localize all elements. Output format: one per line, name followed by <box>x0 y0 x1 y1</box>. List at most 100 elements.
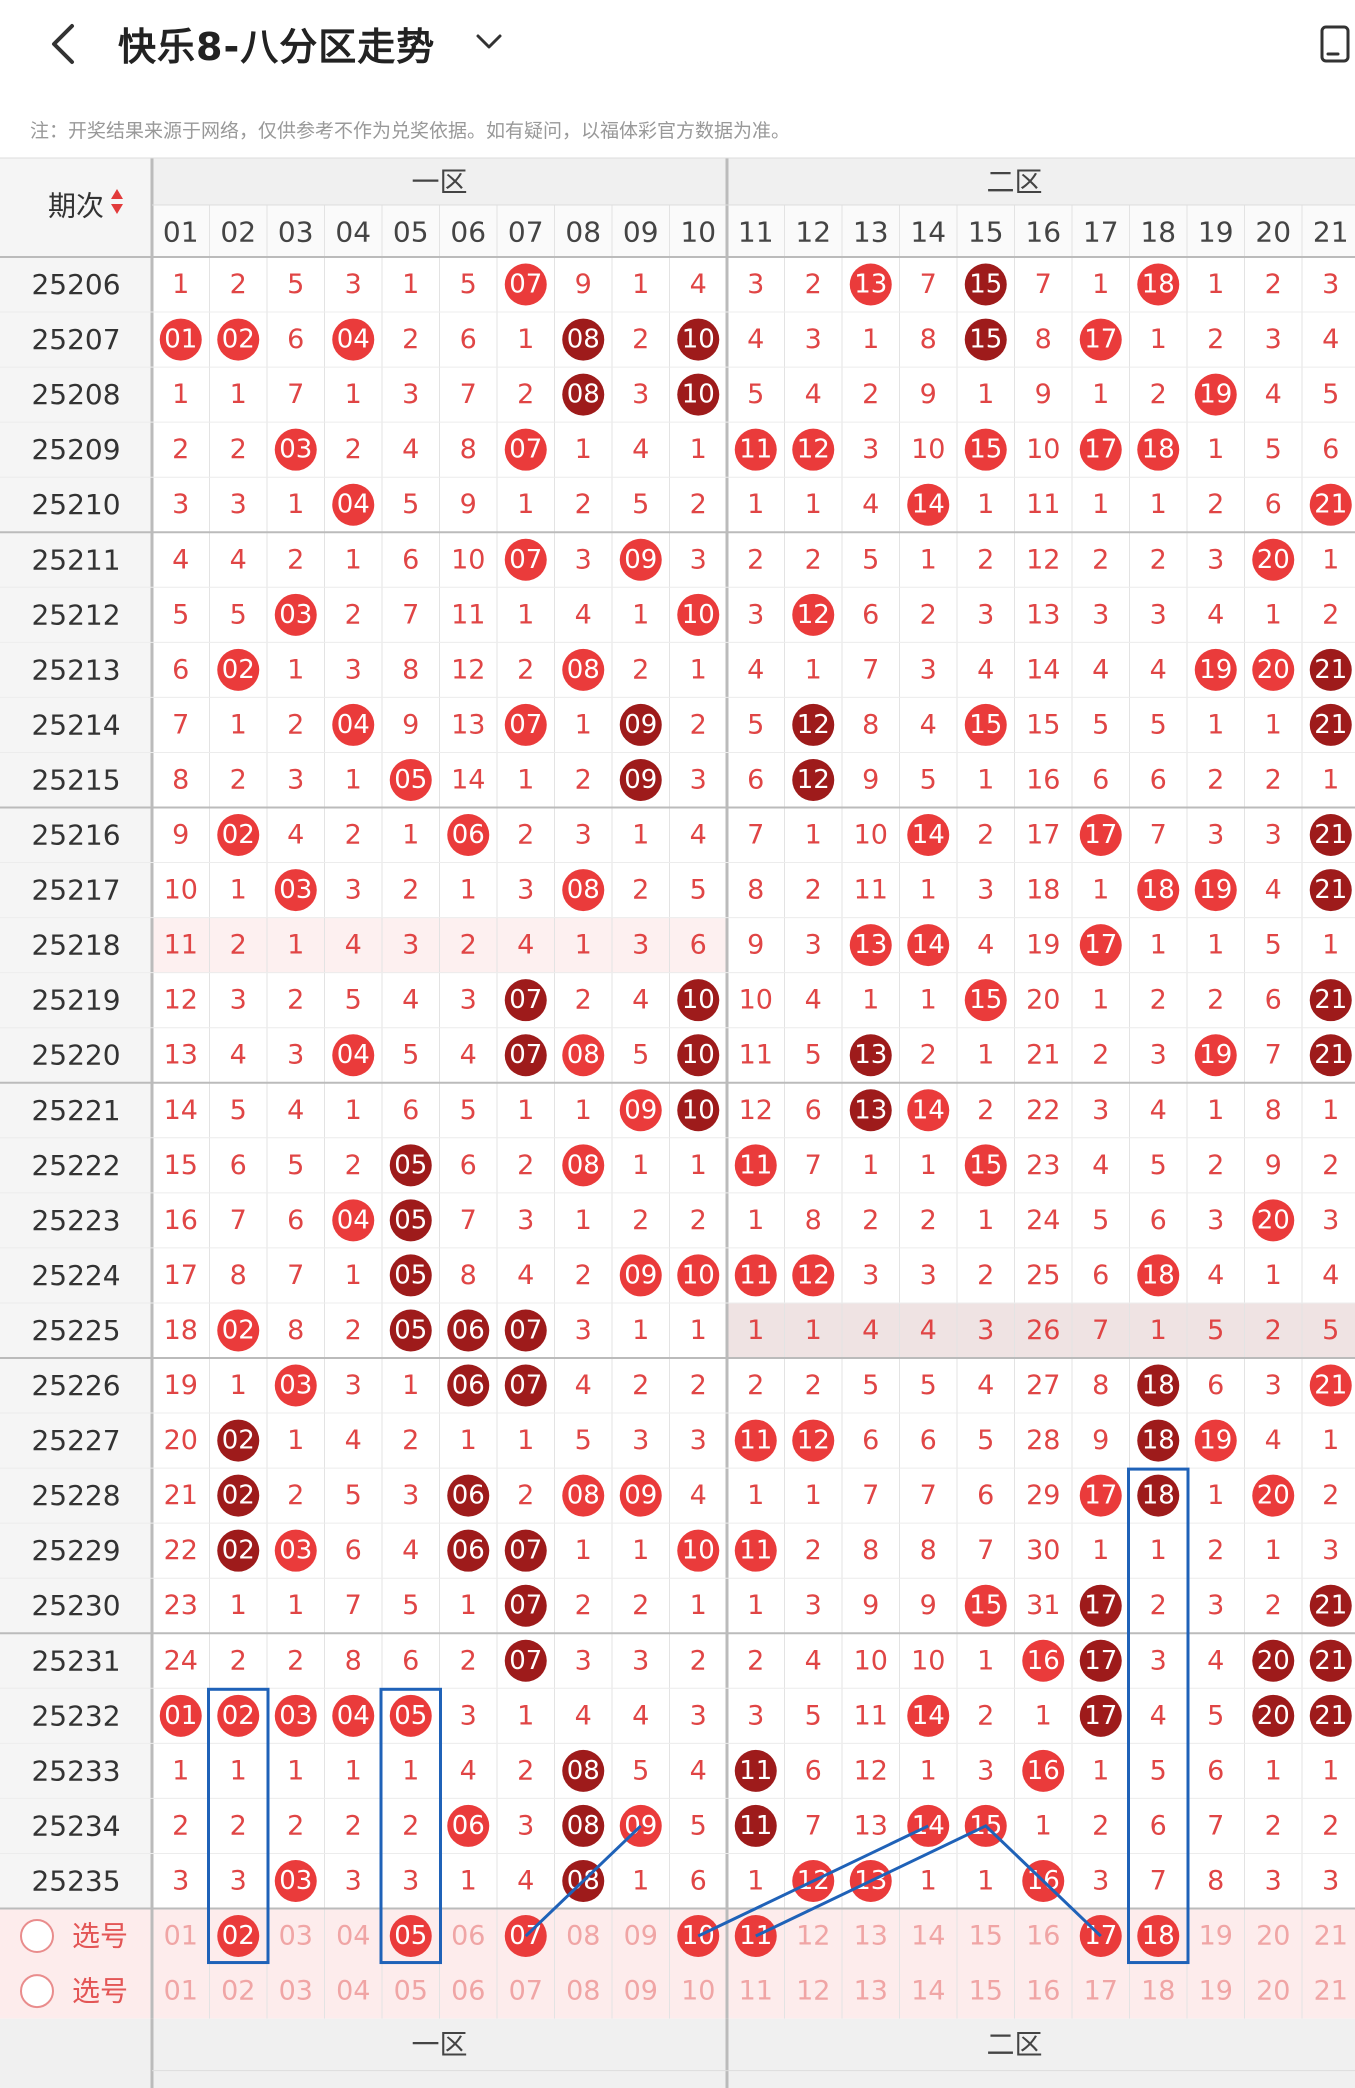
miss-count: 8 <box>402 654 419 685</box>
select-number[interactable]: 18 <box>1141 1976 1175 2007</box>
ball-number: 21 <box>1314 655 1347 685</box>
selected-ball[interactable] <box>217 1915 260 1958</box>
selected-ball[interactable] <box>389 1915 432 1958</box>
select-number[interactable]: 04 <box>336 1921 370 1952</box>
page-title[interactable]: 快乐8-八分区走势 <box>118 25 436 69</box>
miss-count: 9 <box>862 1590 879 1621</box>
miss-count: 8 <box>862 709 879 740</box>
winning-ball <box>447 814 490 857</box>
winning-ball <box>274 1694 317 1737</box>
select-number[interactable]: 21 <box>1314 1976 1348 2007</box>
select-number[interactable]: 14 <box>911 1921 945 1952</box>
miss-count: 7 <box>230 1205 247 1236</box>
miss-count: 1 <box>172 269 189 300</box>
winning-ball <box>447 1529 490 1572</box>
miss-count: 3 <box>862 434 879 465</box>
miss-count: 15 <box>164 1150 198 1181</box>
miss-count: 1 <box>1265 709 1282 740</box>
ball-number: 09 <box>624 1481 657 1511</box>
miss-count: 3 <box>977 599 994 630</box>
winning-ball <box>332 1034 375 1077</box>
miss-count: 2 <box>977 1700 994 1731</box>
phone-rotate-icon[interactable] <box>1318 24 1355 64</box>
miss-count: 2 <box>805 1370 822 1401</box>
select-radio[interactable] <box>20 1974 54 2009</box>
select-number[interactable]: 09 <box>624 1921 658 1952</box>
ball-number: 04 <box>337 490 370 520</box>
select-number[interactable]: 14 <box>911 1976 945 2007</box>
select-number[interactable]: 04 <box>336 1976 370 2007</box>
select-number[interactable]: 06 <box>451 1976 485 2007</box>
select-number[interactable]: 03 <box>279 1976 313 2007</box>
miss-count: 3 <box>1265 324 1282 355</box>
select-number[interactable]: 06 <box>451 1921 485 1952</box>
select-number[interactable]: 08 <box>566 1976 600 2007</box>
chevron-down-icon[interactable] <box>474 30 504 52</box>
select-number[interactable]: 05 <box>394 1976 428 2007</box>
select-number[interactable]: 01 <box>164 1921 198 1952</box>
select-number[interactable]: 15 <box>969 1976 1003 2007</box>
miss-count: 1 <box>1035 1810 1052 1841</box>
miss-count: 21 <box>164 1480 198 1511</box>
select-number[interactable]: 15 <box>969 1921 1003 1952</box>
select-number[interactable]: 09 <box>624 1976 658 2007</box>
chevron-left-icon[interactable] <box>44 22 84 66</box>
miss-count: 4 <box>920 1315 937 1346</box>
miss-count: 11 <box>739 1040 773 1071</box>
column-header: 02 <box>220 216 256 249</box>
select-number[interactable]: 10 <box>681 1976 715 2007</box>
miss-count: 5 <box>172 599 189 630</box>
selected-ball[interactable] <box>1137 1915 1180 1958</box>
select-number[interactable]: 19 <box>1199 1921 1233 1952</box>
select-number[interactable]: 07 <box>509 1976 543 2007</box>
winning-ball <box>274 428 317 471</box>
ball-number: 03 <box>279 1866 312 1896</box>
select-number[interactable]: 01 <box>164 1976 198 2007</box>
miss-count: 2 <box>517 379 534 410</box>
miss-count: 3 <box>920 1260 937 1291</box>
miss-count: 1 <box>1092 985 1109 1016</box>
miss-count: 2 <box>690 709 707 740</box>
miss-count: 4 <box>402 1535 419 1566</box>
miss-count: 8 <box>747 875 764 906</box>
select-number[interactable]: 13 <box>854 1921 888 1952</box>
miss-count: 6 <box>230 1150 247 1181</box>
miss-count: 5 <box>1322 1315 1339 1346</box>
issue-number: 25209 <box>31 433 120 466</box>
select-number[interactable]: 20 <box>1256 1976 1290 2007</box>
select-number[interactable]: 03 <box>279 1921 313 1952</box>
ball-number: 21 <box>1314 1040 1347 1070</box>
select-number[interactable]: 02 <box>221 1976 255 2007</box>
miss-count: 2 <box>517 654 534 685</box>
ball-number: 07 <box>509 985 542 1015</box>
ball-number: 13 <box>854 1040 887 1070</box>
winning-ball <box>734 1254 777 1297</box>
select-number[interactable]: 16 <box>1026 1921 1060 1952</box>
select-number[interactable]: 19 <box>1199 1976 1233 2007</box>
select-radio[interactable] <box>20 1919 54 1954</box>
miss-count: 13 <box>854 1810 888 1841</box>
winning-ball <box>677 1254 720 1297</box>
miss-count: 9 <box>172 820 189 851</box>
column-header: 12 <box>795 216 831 249</box>
select-number[interactable]: 16 <box>1026 1976 1060 2007</box>
select-number[interactable]: 12 <box>796 1921 830 1952</box>
miss-count: 3 <box>575 820 592 851</box>
miss-count: 4 <box>747 324 764 355</box>
miss-count: 3 <box>1092 1865 1109 1896</box>
miss-count: 7 <box>862 1480 879 1511</box>
select-number[interactable]: 08 <box>566 1921 600 1952</box>
select-number[interactable]: 11 <box>739 1976 773 2007</box>
ball-number: 15 <box>969 435 1002 465</box>
ball-number: 12 <box>797 710 830 740</box>
select-number[interactable]: 21 <box>1314 1921 1348 1952</box>
select-number[interactable]: 20 <box>1256 1921 1290 1952</box>
select-number[interactable]: 17 <box>1084 1976 1118 2007</box>
miss-count: 1 <box>575 1205 592 1236</box>
miss-count: 4 <box>345 930 362 961</box>
column-header: 17 <box>1083 216 1119 249</box>
select-number[interactable]: 13 <box>854 1976 888 2007</box>
select-number[interactable]: 12 <box>796 1976 830 2007</box>
sort-down-icon[interactable] <box>111 204 123 214</box>
sort-up-icon[interactable] <box>111 189 123 199</box>
